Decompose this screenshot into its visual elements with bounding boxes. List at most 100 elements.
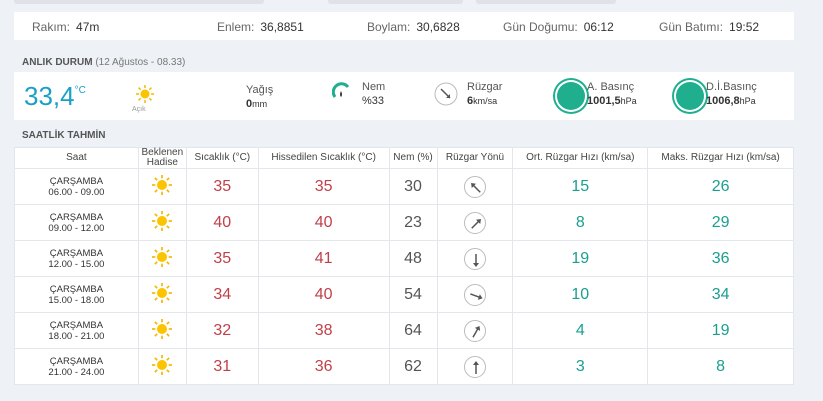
table-header-row: Saat Beklenen Hadise Sıcaklık (°C) Hisse… [14,147,794,169]
feels-like-cell: 35 [257,168,390,205]
avg-wind-cell: 8 [512,204,649,241]
longitude-value: 30,6828 [416,20,460,34]
humidity-cell: 30 [388,168,438,205]
pressure-value: 1001,5hPa [587,95,637,107]
sea-pressure-icon [676,82,704,110]
current-temperature: 33,4°C [24,81,86,112]
humidity-cell: 48 [388,240,438,277]
max-wind-cell: 34 [647,276,794,313]
time-cell: ÇARŞAMBA 15.00 - 18.00 [14,276,139,313]
header-time: Saat [14,147,139,169]
wind-arrow-icon [463,319,486,342]
day-label: ÇARŞAMBA [49,283,104,295]
time-range: 21.00 - 24.00 [48,366,105,378]
day-label: ÇARŞAMBA [49,211,104,223]
avg-wind-cell: 4 [512,312,649,349]
temperature-cell: 34 [185,276,259,313]
table-row: ÇARŞAMBA 09.00 - 12.00 40 40 23 8 29 [14,204,794,241]
condition-cell [137,240,187,277]
sunset-value: 19:52 [729,20,760,34]
tab-stub-middle[interactable] [328,0,463,4]
temperature-cell: 35 [185,168,259,205]
humidity-label: Nem [362,81,386,93]
latitude: Enlem: 36,8851 [217,20,304,34]
header-humidity: Nem (%) [388,147,438,169]
condition-cell [137,312,187,349]
pressure-value-num: 1001,5 [587,95,621,107]
temperature-cell: 31 [185,348,259,385]
temperature-cell: 32 [185,312,259,349]
sun-icon [152,319,173,342]
condition-cell [137,276,187,313]
current-subtitle: (12 Ağustos - 08.33) [95,57,186,68]
avg-wind-cell: 3 [512,348,649,385]
wind-direction-cell [436,276,514,313]
table-row: ÇARŞAMBA 18.00 - 21.00 32 38 64 4 19 [14,312,794,349]
humidity-cell: 62 [388,348,438,385]
sun-icon [152,247,173,270]
sun-icon [136,85,154,108]
time-range: 09.00 - 12.00 [48,222,105,234]
wind-direction-icon [434,82,458,111]
sunset: Gün Batımı: 19:52 [659,20,759,34]
feels-like-cell: 41 [257,240,390,277]
condition-label: Açık [132,106,146,113]
wind-direction-cell [436,312,514,349]
longitude: Boylam: 30,6828 [367,20,460,34]
temperature-unit: °C [74,85,86,96]
sea-pressure-label: D.İ.Basınç [706,81,757,93]
location-info-bar: Rakım: 47m Enlem: 36,8851 Boylam: 30,6828 G… [14,12,794,40]
table-row: ÇARŞAMBA 12.00 - 15.00 35 41 48 19 36 [14,240,794,277]
sea-pressure-unit: hPa [739,96,756,106]
time-range: 06.00 - 09.00 [48,186,105,198]
day-label: ÇARŞAMBA [49,319,104,331]
pressure-icon [557,82,585,110]
wind-arrow-icon [463,283,486,306]
time-cell: ÇARŞAMBA 12.00 - 15.00 [14,240,139,277]
header-wind-direction: Rüzgar Yönü [436,147,514,169]
rain-value-num: 0 [246,98,253,110]
current-title-text: ANLIK DURUM [22,57,93,68]
humidity-value: %33 [362,95,385,107]
header-avg-wind: Ort. Rüzgar Hızı (km/sa) [512,147,649,169]
table-row: ÇARŞAMBA 15.00 - 18.00 34 40 54 10 34 [14,276,794,313]
sunrise: Gün Doğumu: 06:12 [503,20,614,34]
rain-unit: mm [252,99,268,109]
day-label: ÇARŞAMBA [49,247,104,259]
sun-icon [152,283,173,306]
wind-direction-cell [436,204,514,241]
sunrise-value: 06:12 [583,20,614,34]
condition-cell [137,168,187,205]
feels-like-cell: 40 [257,204,390,241]
condition-cell [137,204,187,241]
pressure-label: A. Basınç [587,81,635,93]
temperature-cell: 35 [185,240,259,277]
tab-stub-left[interactable] [14,0,264,4]
temperature-cell: 40 [185,204,259,241]
rain-value: 0mm [246,98,267,110]
altitude-label: Rakım: [32,20,71,34]
time-range: 18.00 - 21.00 [48,330,105,342]
feels-like-cell: 36 [257,348,390,385]
wind-value-num: 6 [467,95,474,107]
max-wind-cell: 29 [647,204,794,241]
longitude-label: Boylam: [367,20,411,34]
tab-stub-right[interactable] [476,0,616,4]
altitude-value: 47m [76,20,100,34]
hourly-forecast-table: Saat Beklenen Hadise Sıcaklık (°C) Hisse… [14,147,794,385]
temperature-value: 33,4 [24,81,75,111]
time-range: 15.00 - 18.00 [48,294,105,306]
feels-like-cell: 38 [257,312,390,349]
sun-icon [152,211,173,234]
humidity-icon [331,82,354,109]
wind-unit: km/sa [473,96,498,106]
sunset-label: Gün Batımı: [659,20,724,34]
humidity-cell: 23 [388,204,438,241]
table-row: ÇARŞAMBA 06.00 - 09.00 35 35 30 15 26 [14,168,794,205]
header-feels-like: Hissedilen Sıcaklık (°C) [257,147,390,169]
wind-value: 6km/sa [467,95,497,107]
max-wind-cell: 26 [647,168,794,205]
time-cell: ÇARŞAMBA 18.00 - 21.00 [14,312,139,349]
hourly-title: SAATLİK TAHMİN [22,130,106,141]
time-cell: ÇARŞAMBA 21.00 - 24.00 [14,348,139,385]
